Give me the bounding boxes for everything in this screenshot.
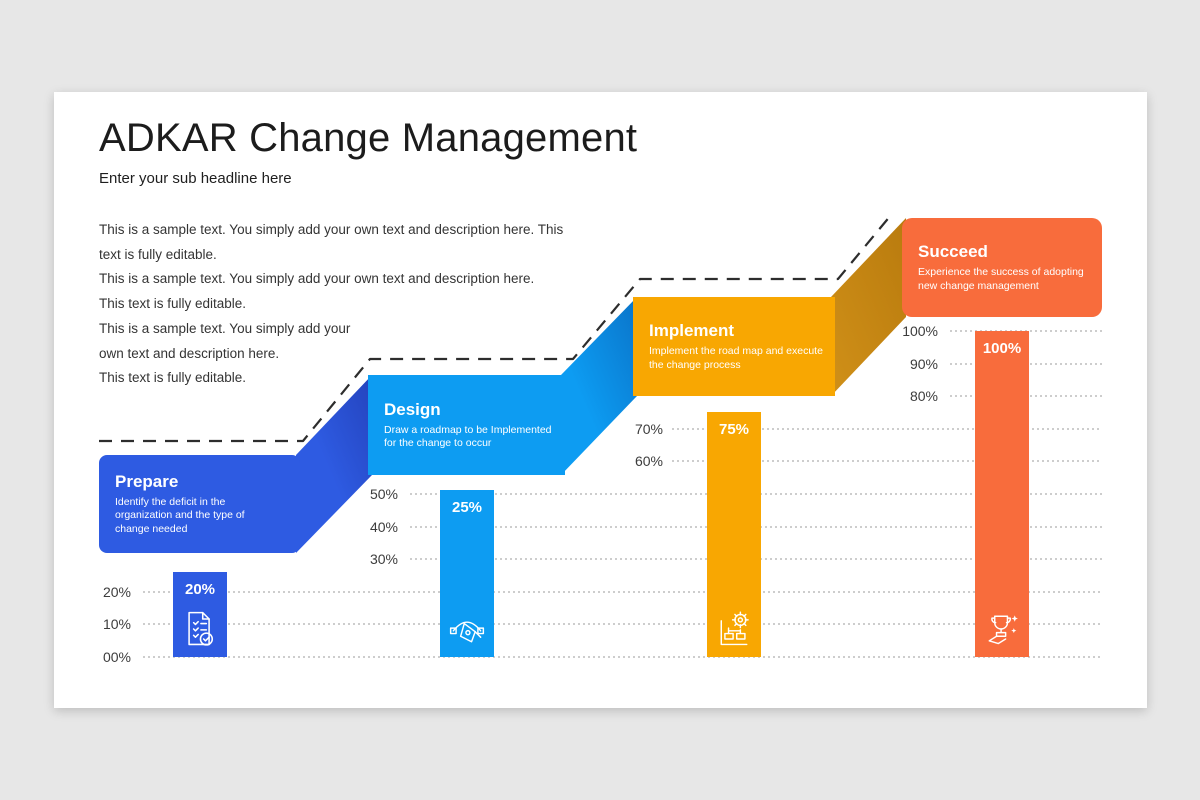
y-tick-0: 00%: [102, 649, 131, 665]
step-card-implement: Implement Implement the road map and exe…: [633, 297, 835, 396]
y-tick-50: 50%: [369, 486, 398, 502]
y-tick-20: 20%: [102, 584, 131, 600]
y-tick-60: 60%: [634, 453, 663, 469]
presentation-slide: ADKAR Change Management Enter your sub h…: [54, 92, 1147, 708]
dashed-staircase-line: [99, 214, 892, 443]
sample-text-line: This text is fully editable.: [99, 296, 247, 312]
sample-text-line: This is a sample text. You simply add yo…: [99, 222, 564, 237]
riser-prepare-design: [296, 375, 372, 553]
step-title: Design: [384, 399, 441, 419]
y-tick-40: 40%: [369, 519, 398, 535]
page-title: ADKAR Change Management: [99, 116, 638, 160]
sub-headline: Enter your sub headline here: [99, 170, 292, 187]
bar-value-label: 100%: [982, 340, 1022, 357]
trophy-hand-icon: [988, 615, 1018, 645]
process-gear-icon: [720, 611, 749, 646]
step-description: Implement the road map and execute the c…: [649, 345, 823, 371]
y-tick-10: 10%: [102, 616, 131, 632]
y-tick-90: 90%: [909, 356, 938, 372]
step-description: Experience the success of adopting new c…: [918, 266, 1084, 292]
bar-value-label: 25%: [451, 499, 483, 516]
riser-implement-succeed: [831, 218, 906, 396]
sample-text-block: This is a sample text. You simply add yo…: [99, 218, 563, 391]
bar-succeed: 100%: [975, 331, 1029, 657]
sample-text-line: This is a sample text. You simply add yo…: [99, 271, 535, 287]
sample-text-line: text is fully editable.: [99, 246, 217, 262]
step-card-prepare: Prepare Identify the deficit in the orga…: [99, 455, 300, 553]
step-card-succeed: Succeed Experience the success of adopti…: [902, 218, 1102, 317]
checklist-icon: [188, 611, 214, 646]
sample-text-line: own text and description here.: [99, 345, 280, 361]
y-tick-30: 30%: [369, 551, 398, 567]
bar-value-label: 75%: [718, 421, 750, 438]
y-tick-70: 70%: [634, 421, 663, 437]
step-title: Prepare: [115, 471, 179, 491]
pen-tool-icon: [449, 621, 485, 643]
step-card-design: Design Draw a roadmap to be Implemented …: [368, 375, 565, 475]
step-title: Implement: [649, 321, 735, 341]
y-tick-80: 80%: [909, 388, 938, 404]
y-tick-100: 100%: [902, 323, 938, 339]
bar-implement: 75%: [707, 412, 761, 657]
sample-text-line: This is a sample text. You simply add yo…: [99, 320, 351, 336]
bar-design: 25%: [440, 490, 494, 657]
step-title: Succeed: [918, 242, 988, 262]
riser-design-implement: [561, 297, 637, 475]
sample-text-line: This text is fully editable.: [99, 370, 247, 386]
step-description: Identify the deficit in the organization…: [115, 495, 245, 535]
bar-prepare: 20%: [173, 572, 227, 657]
bar-value-label: 20%: [184, 581, 216, 598]
step-description: Draw a roadmap to be Implemented for the…: [384, 423, 552, 449]
